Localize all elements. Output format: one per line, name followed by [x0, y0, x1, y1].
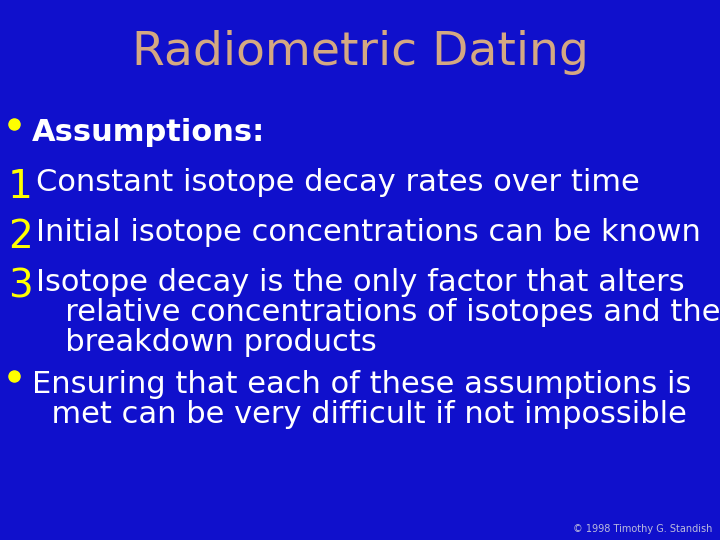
Text: breakdown products: breakdown products [36, 328, 377, 357]
Text: Assumptions:: Assumptions: [32, 118, 265, 147]
Text: 1: 1 [8, 168, 33, 206]
Text: Constant isotope decay rates over time: Constant isotope decay rates over time [36, 168, 640, 197]
Text: met can be very difficult if not impossible: met can be very difficult if not impossi… [32, 400, 687, 429]
Text: 2: 2 [8, 218, 32, 256]
Text: 3: 3 [8, 268, 32, 306]
Text: Ensuring that each of these assumptions is: Ensuring that each of these assumptions … [32, 370, 691, 399]
Text: Radiometric Dating: Radiometric Dating [132, 30, 588, 75]
Text: Isotope decay is the only factor that alters: Isotope decay is the only factor that al… [36, 268, 685, 297]
Text: relative concentrations of isotopes and their: relative concentrations of isotopes and … [36, 298, 720, 327]
Text: © 1998 Timothy G. Standish: © 1998 Timothy G. Standish [572, 524, 712, 534]
Text: Initial isotope concentrations can be known: Initial isotope concentrations can be kn… [36, 218, 701, 247]
